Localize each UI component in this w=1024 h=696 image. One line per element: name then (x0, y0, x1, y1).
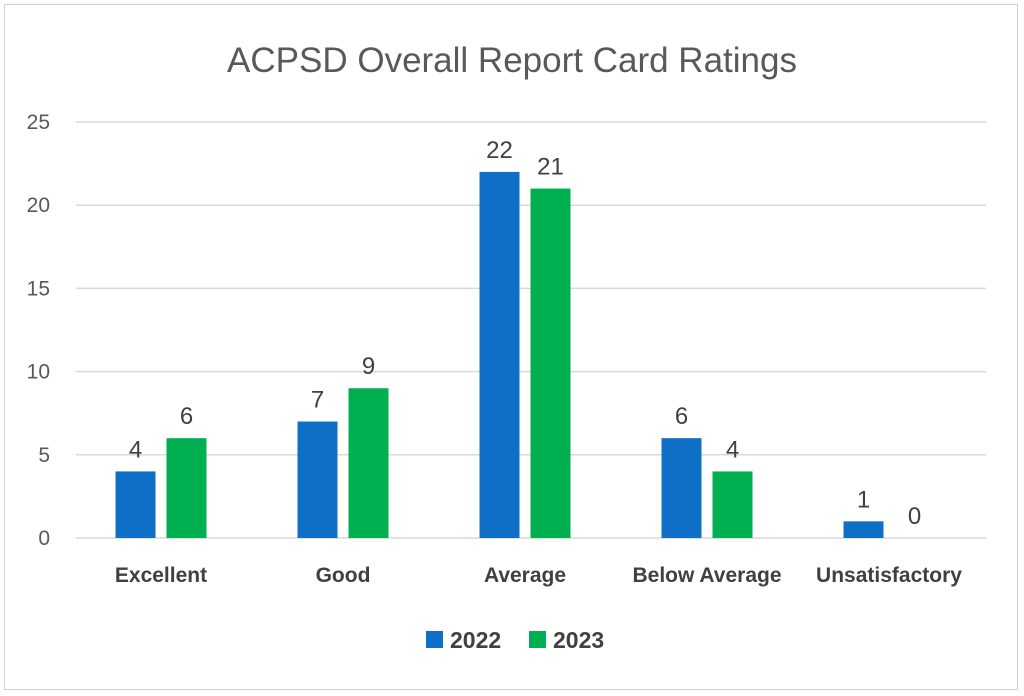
bar-2022-average (479, 171, 520, 539)
bar-2023-below-average (712, 471, 753, 538)
bar-2022-good (297, 421, 338, 538)
bar-2022-unsatisfactory (843, 521, 884, 538)
y-tick-label: 20 (27, 194, 50, 217)
data-label: 6 (180, 403, 193, 430)
y-tick-label: 15 (27, 277, 50, 300)
bar-2022-below-average (661, 438, 702, 538)
data-label: 9 (362, 353, 375, 380)
data-label: 7 (311, 387, 324, 414)
bars (115, 171, 884, 539)
data-label: 1 (857, 486, 870, 513)
bar-2023-good (348, 388, 389, 538)
x-axis-ticks: Excellent Good Average Below Average Unsatis… (115, 564, 962, 587)
data-label: 4 (129, 436, 142, 463)
legend: 2022 2023 (426, 627, 604, 653)
data-label: 21 (537, 154, 564, 181)
data-labels: 4 6 7 9 22 21 6 4 1 0 (129, 137, 921, 530)
x-tick-label: Unsatisfactory (816, 564, 962, 587)
x-tick-label: Excellent (115, 564, 207, 587)
y-tick-label: 0 (38, 527, 50, 550)
y-axis-ticks: 0 5 10 15 20 25 (27, 111, 50, 550)
data-label: 0 (908, 503, 921, 530)
legend-label: 2022 (450, 627, 501, 653)
chart-title: ACPSD Overall Report Card Ratings (227, 41, 797, 80)
x-tick-label: Average (484, 564, 566, 587)
bar-2022-excellent (115, 471, 156, 538)
y-tick-label: 5 (38, 444, 50, 467)
data-label: 22 (486, 137, 513, 164)
data-label: 4 (726, 436, 739, 463)
legend-swatch-2023 (529, 631, 546, 648)
x-tick-label: Good (316, 564, 371, 587)
y-tick-label: 10 (27, 361, 50, 384)
bar-2023-average (530, 188, 571, 538)
bar-2023-excellent (166, 438, 207, 538)
y-tick-label: 25 (27, 111, 50, 134)
legend-label: 2023 (553, 627, 604, 653)
data-label: 6 (675, 403, 688, 430)
x-tick-label: Below Average (633, 564, 782, 587)
legend-swatch-2022 (426, 631, 443, 648)
